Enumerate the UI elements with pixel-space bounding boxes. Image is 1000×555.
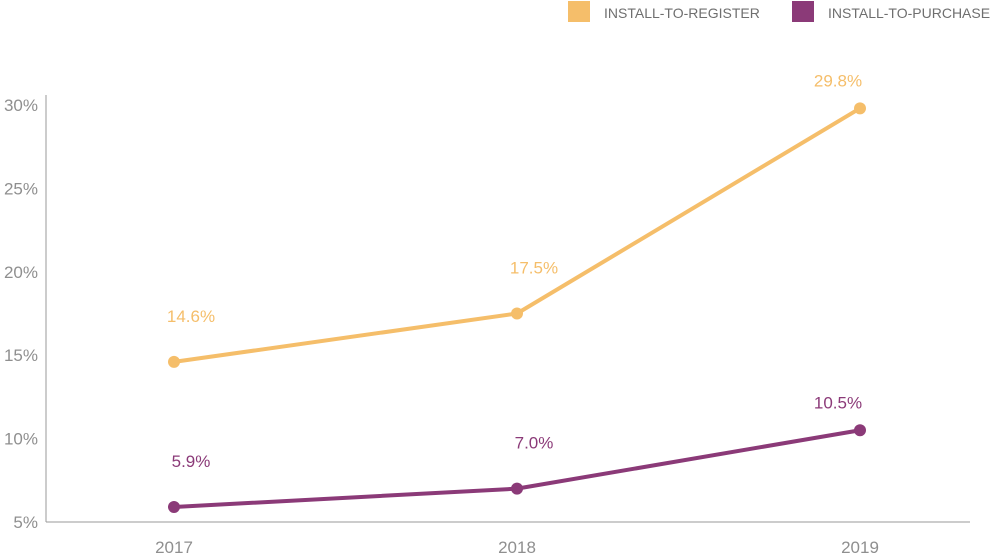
data-label: 29.8% [814,71,862,90]
axes [45,95,970,523]
x-tick-label: 2017 [155,538,193,555]
series-group: 14.6% 17.5% 29.8% 5.9% 7.0% 10.5% [167,71,866,513]
y-tick-label: 15% [4,346,38,365]
series-install-to-register: 14.6% 17.5% 29.8% [167,71,866,368]
legend-swatch [792,1,814,22]
series-line [172,106,862,364]
x-axis-ticks: 2017 2018 2019 [155,538,879,555]
y-tick-label: 20% [4,263,38,282]
data-point [854,424,866,437]
data-point [854,102,866,115]
data-point [168,500,180,513]
y-tick-label: 30% [4,96,38,115]
data-label: 7.0% [515,434,554,453]
y-tick-label: 10% [4,430,38,449]
x-tick-label: 2019 [841,538,879,555]
legend: INSTALL-TO-REGISTER INSTALL-TO-PURCHASE [568,1,990,22]
data-label: 14.6% [167,307,215,326]
legend-swatch [568,1,590,22]
data-point [168,355,180,368]
y-tick-label: 25% [4,179,38,198]
y-axis-ticks: 5% 10% 15% 20% 25% 30% [4,96,38,532]
series-install-to-purchase: 5.9% 7.0% 10.5% [168,393,866,513]
legend-label: INSTALL-TO-REGISTER [604,5,760,21]
data-point [511,482,523,495]
data-point [511,307,523,320]
data-label: 5.9% [172,452,211,471]
legend-label: INSTALL-TO-PURCHASE [828,5,990,21]
data-label: 17.5% [510,259,558,278]
data-label: 10.5% [814,393,862,412]
x-tick-label: 2018 [498,538,536,555]
y-tick-label: 5% [13,513,38,532]
